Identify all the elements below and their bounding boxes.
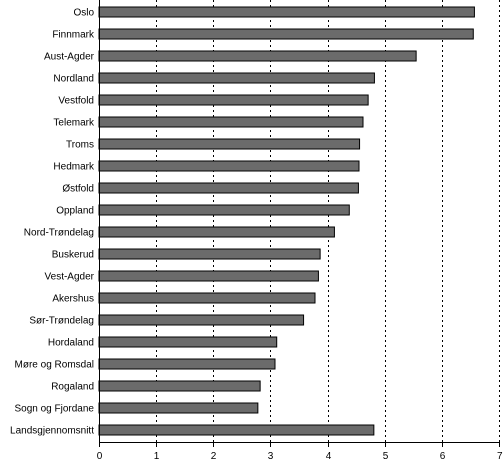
category-label-15: Hordaland [48, 338, 94, 349]
bar-16 [98, 358, 276, 370]
bar-10 [98, 226, 335, 238]
category-label-3: Nordland [53, 74, 94, 85]
category-label-0: Oslo [73, 8, 94, 19]
category-label-5: Telemark [53, 118, 95, 129]
bar-5 [98, 116, 364, 128]
x-tick-label-0: 0 [97, 451, 103, 462]
category-label-13: Akershus [52, 294, 94, 305]
bar-11 [98, 248, 321, 260]
x-tick-label-1: 1 [154, 451, 160, 462]
bar-0 [98, 6, 475, 18]
bar-4 [98, 94, 369, 106]
gridlines [156, 0, 500, 442]
bar-9 [98, 204, 350, 216]
bar-12 [98, 270, 319, 282]
category-label-18: Sogn og Fjordane [14, 404, 94, 415]
bar-6 [98, 138, 361, 150]
axes [99, 0, 500, 443]
x-tick-label-4: 4 [326, 451, 332, 462]
bar-18 [98, 402, 259, 414]
bar-2 [98, 50, 417, 62]
category-label-10: Nord-Trøndelag [24, 228, 94, 239]
bar-14 [98, 314, 305, 326]
bar-1 [98, 28, 474, 40]
bar-15 [98, 336, 278, 348]
category-label-8: Østfold [62, 184, 94, 195]
category-label-19: Landsgjennomsnitt [10, 426, 94, 437]
bar-13 [98, 292, 316, 304]
bars [98, 6, 475, 436]
bar-8 [98, 182, 359, 194]
category-label-6: Troms [66, 140, 94, 151]
category-label-17: Rogaland [51, 382, 94, 393]
x-tick-label-6: 6 [440, 451, 446, 462]
category-label-14: Sør-Trøndelag [29, 316, 94, 327]
bar-19 [98, 424, 375, 436]
x-tick-label-7: 7 [497, 451, 503, 462]
x-axis-ticks: 0 1 2 3 4 5 6 7 [97, 442, 503, 462]
bar-7 [98, 160, 360, 172]
category-label-4: Vestfold [58, 96, 94, 107]
category-labels: Oslo Finnmark Aust-Agder Nordland Vestfold Te… [10, 8, 95, 437]
bar-3 [98, 72, 375, 84]
category-label-1: Finnmark [52, 30, 95, 41]
category-label-9: Oppland [56, 206, 94, 217]
category-label-12: Vest-Agder [45, 272, 95, 283]
category-label-11: Buskerud [52, 250, 94, 261]
category-label-2: Aust-Agder [44, 52, 95, 63]
x-tick-label-5: 5 [383, 451, 389, 462]
x-tick-label-2: 2 [211, 451, 217, 462]
bar-17 [98, 380, 261, 392]
x-tick-label-3: 3 [268, 451, 274, 462]
category-label-16: Møre og Romsdal [15, 360, 94, 371]
category-label-7: Hedmark [53, 162, 95, 173]
